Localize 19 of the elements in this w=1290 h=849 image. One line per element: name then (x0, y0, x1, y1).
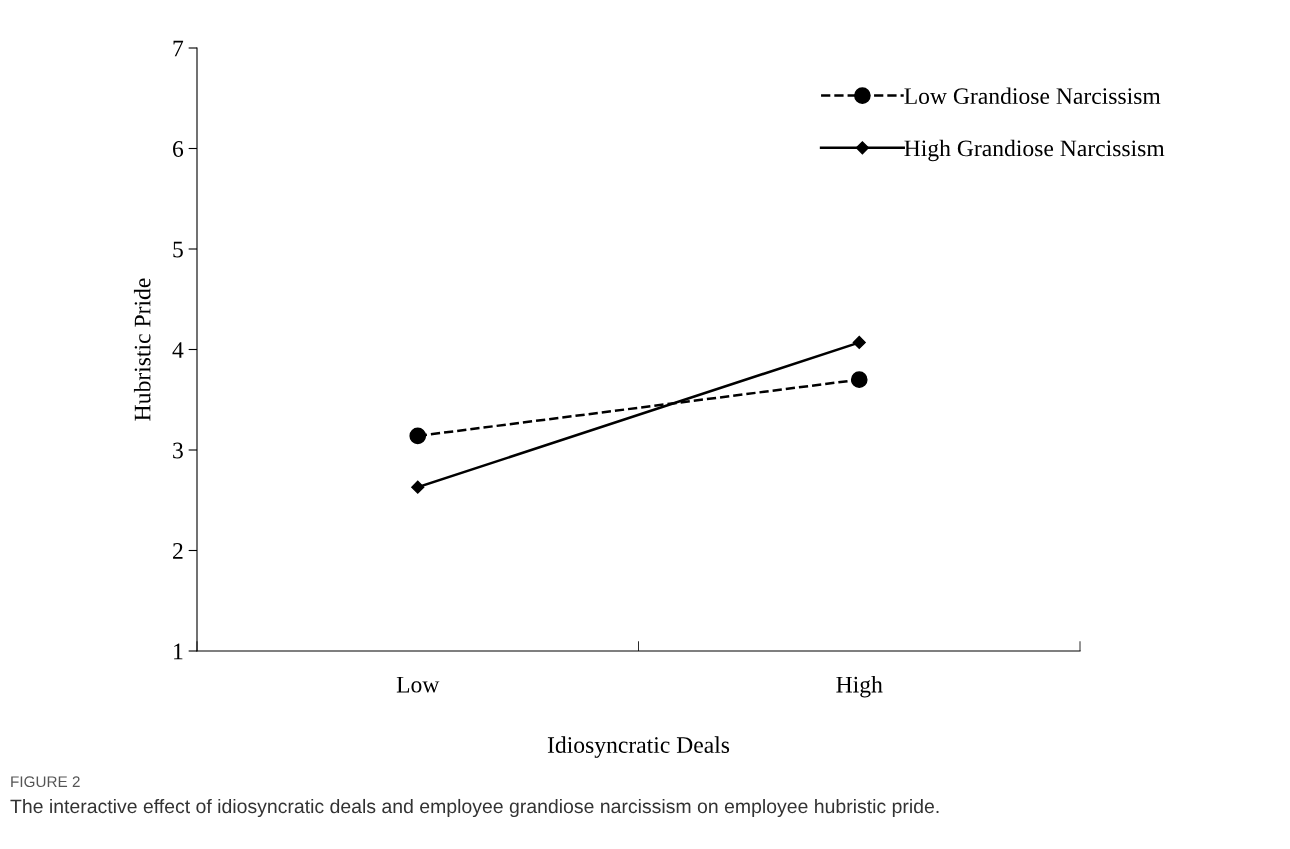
y-tick-label: 6 (173, 141, 184, 157)
y-tick-label: 1 (174, 643, 183, 660)
point (411, 480, 425, 494)
y-axis-title: Hubristic Pride (133, 278, 151, 421)
y-tick-label: 5 (173, 241, 183, 258)
legend-label: High Grandiose Narcissism (904, 139, 1165, 162)
x-tick-label: High (836, 676, 883, 698)
y-tick-label: 4 (172, 342, 184, 358)
x-axis-title: Idiosyncratic Deals (547, 736, 730, 758)
point (409, 427, 427, 445)
point (850, 371, 868, 388)
legend-label: Low Grandiose Narcissism (904, 87, 1161, 105)
y-tick-label: 3 (173, 442, 183, 459)
text: The interactive effect of idiosyncratic deals and employee grandiose narcissism on employee hubristic pride. (10, 798, 939, 818)
caption: FIGURE 2 (11, 776, 80, 788)
point (852, 335, 866, 350)
y-tick-label: 2 (173, 543, 183, 559)
y-tick-label: 7 (173, 40, 184, 57)
x-tick-label: Low (396, 676, 440, 693)
